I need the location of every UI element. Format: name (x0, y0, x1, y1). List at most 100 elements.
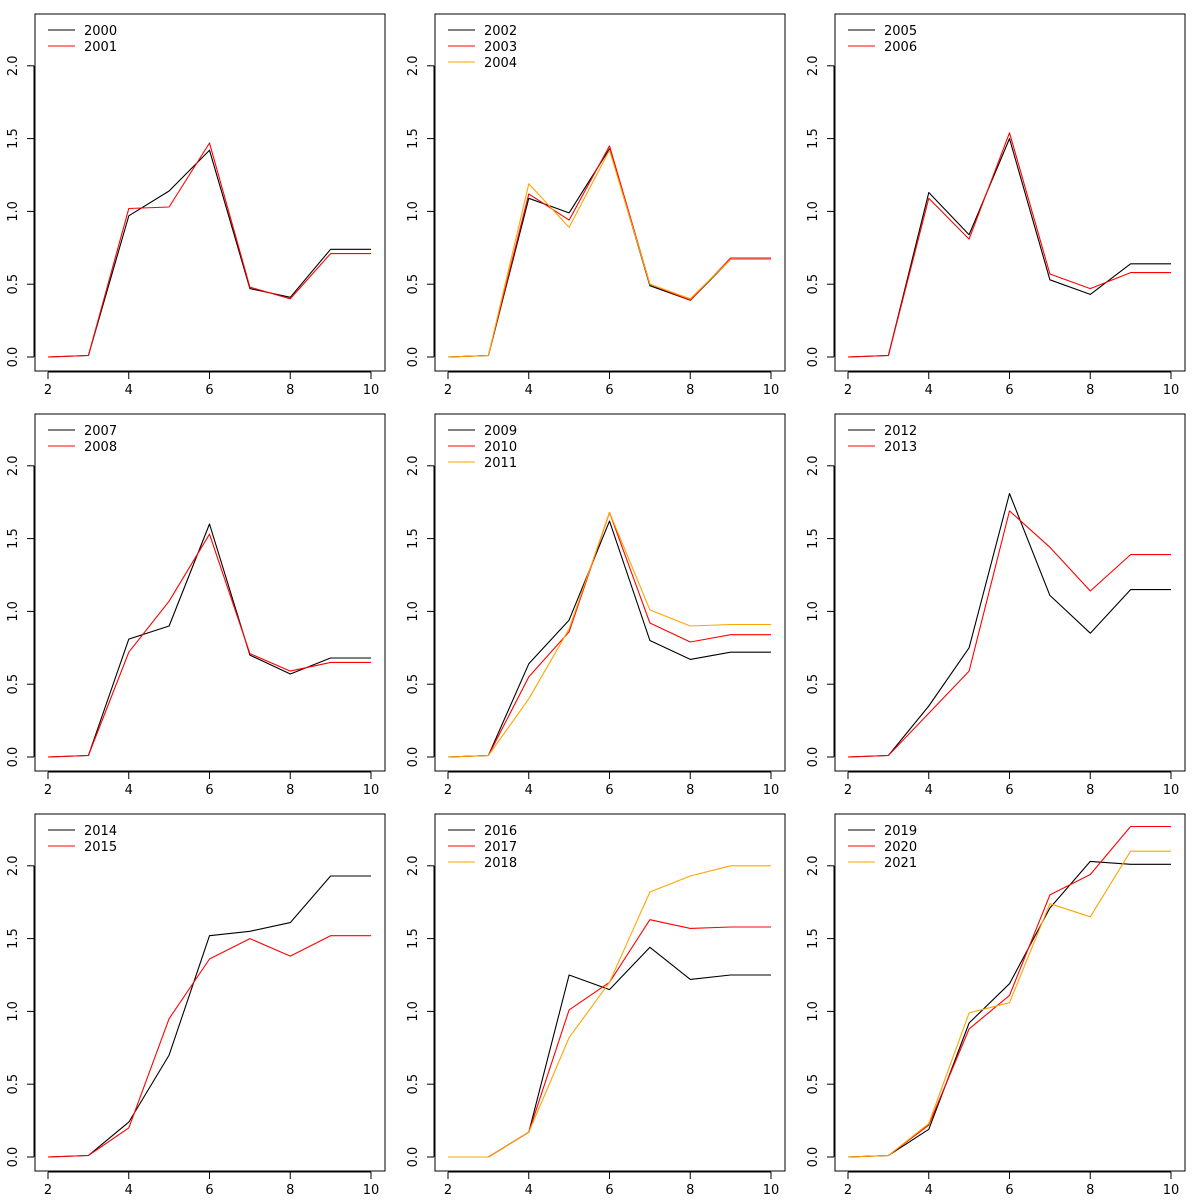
series-line-2015 (47, 935, 371, 1158)
y-tick-label: 0.5 (406, 1074, 421, 1095)
series-line-2006 (847, 132, 1171, 358)
x-tick-label: 6 (205, 1183, 213, 1198)
y-tick-label: 0.0 (406, 1147, 421, 1168)
legend-label: 2019 (884, 824, 917, 839)
y-tick-label: 0.0 (406, 747, 421, 768)
series-line-2021 (847, 850, 1171, 1158)
y-tick-label: 0.5 (806, 274, 821, 295)
x-tick-label: 8 (286, 383, 294, 398)
legend-label: 2004 (484, 56, 517, 71)
y-tick-label: 1.5 (806, 528, 821, 549)
x-tick-label: 4 (125, 1183, 133, 1198)
x-tick-label: 2 (444, 1183, 452, 1198)
x-tick-label: 8 (1086, 783, 1094, 798)
legend-label: 2020 (884, 840, 917, 855)
plot-frame (434, 813, 786, 1172)
legend-label: 2021 (884, 856, 917, 871)
y-tick-label: 1.5 (6, 528, 21, 549)
x-tick-label: 8 (286, 783, 294, 798)
x-axis: 2 4 6 8 10 (444, 371, 779, 398)
y-axis: 0.0 0.5 1.0 1.5 2.0 (6, 855, 35, 1168)
series-line-2012 (847, 492, 1171, 758)
x-tick-label: 8 (686, 783, 694, 798)
x-tick-label: 10 (363, 1183, 380, 1198)
legend-label: 2018 (484, 856, 517, 871)
x-axis: 2 4 6 8 10 (44, 771, 380, 798)
plot-frame (834, 413, 1186, 772)
series-line-2018 (448, 865, 771, 1158)
x-tick-label: 2 (444, 383, 452, 398)
x-axis: 2 4 6 8 10 (444, 1171, 779, 1198)
series-line-2003 (447, 145, 771, 358)
x-tick-label: 2 (844, 783, 852, 798)
x-tick-label: 8 (1086, 383, 1094, 398)
legend-label: 2014 (84, 824, 117, 839)
y-tick-label: 2.0 (806, 855, 821, 876)
x-axis: 2 4 6 8 10 (44, 371, 379, 398)
series-group (47, 875, 371, 1158)
plot-frame (34, 813, 386, 1172)
legend-label: 2008 (84, 440, 117, 455)
x-tick-label: 4 (925, 1183, 933, 1198)
series-line-2004 (447, 149, 771, 358)
series-group (847, 492, 1171, 758)
y-tick-label: 1.5 (806, 928, 821, 949)
series-line-2010 (447, 511, 771, 758)
y-tick-label: 1.5 (406, 928, 421, 949)
x-tick-label: 2 (44, 783, 52, 798)
y-tick-label: 0.5 (406, 274, 421, 295)
y-tick-label: 2.0 (406, 455, 421, 476)
y-tick-label: 2.0 (6, 855, 21, 876)
legend-label: 2013 (884, 440, 917, 455)
plot-frame (34, 413, 386, 772)
y-tick-label: 0.5 (806, 1074, 821, 1095)
x-tick-label: 4 (525, 383, 533, 398)
y-tick-label: 0.5 (406, 674, 421, 695)
y-tick-label: 0.5 (6, 674, 21, 695)
y-axis: 0.0 0.5 1.0 1.5 2.0 (406, 55, 435, 368)
x-axis: 2 4 6 8 10 (844, 1171, 1180, 1198)
series-group (47, 523, 371, 758)
x-tick-label: 10 (363, 783, 380, 798)
y-axis: 0.0 0.5 1.0 1.5 2.0 (806, 55, 835, 367)
y-tick-label: 0.5 (6, 1074, 21, 1095)
y-tick-label: 1.0 (806, 601, 821, 622)
legend-label: 2000 (84, 24, 117, 39)
legend-label: 2010 (484, 440, 517, 455)
plot-frame (434, 13, 786, 372)
legend-label: 2009 (484, 424, 517, 439)
series-line-2009 (447, 520, 771, 758)
y-tick-label: 0.5 (6, 274, 21, 295)
y-tick-label: 1.5 (806, 128, 821, 149)
legend-label: 2006 (884, 40, 917, 55)
plot-frame (434, 413, 786, 772)
legend-label: 2011 (484, 456, 517, 471)
x-tick-label: 6 (205, 383, 213, 398)
x-tick-label: 10 (1163, 1183, 1180, 1198)
series-line-2001 (47, 142, 371, 358)
y-tick-label: 2.0 (406, 55, 421, 76)
y-axis: 0.0 0.5 1.0 1.5 2.0 (806, 455, 835, 767)
y-tick-label: 0.0 (6, 347, 21, 368)
y-tick-label: 1.5 (406, 128, 421, 149)
y-tick-label: 0.0 (406, 347, 421, 368)
series-line-2014 (47, 875, 371, 1158)
y-tick-label: 0.0 (6, 1147, 21, 1168)
legend-label: 2002 (484, 24, 517, 39)
series-line-2016 (448, 946, 771, 1158)
y-tick-label: 2.0 (806, 55, 821, 76)
legend-label: 2017 (484, 840, 517, 855)
y-axis: 0.0 0.5 1.0 1.5 2.0 (406, 855, 435, 1168)
y-tick-label: 1.0 (806, 1001, 821, 1022)
x-tick-label: 4 (125, 783, 133, 798)
